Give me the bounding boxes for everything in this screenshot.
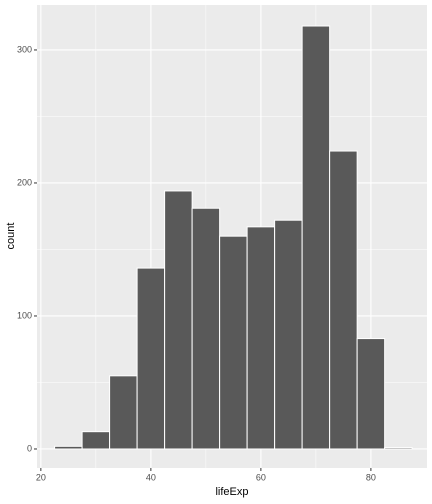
y-tick-label: 0 bbox=[27, 443, 32, 453]
bar bbox=[274, 219, 303, 450]
bars bbox=[54, 25, 413, 450]
y-tick-label: 300 bbox=[17, 44, 32, 54]
bar bbox=[219, 235, 248, 450]
x-tick-label: 20 bbox=[36, 472, 46, 482]
bar bbox=[301, 25, 331, 450]
bar bbox=[81, 431, 111, 450]
bar bbox=[54, 445, 83, 450]
y-axis-title: count bbox=[5, 223, 17, 250]
x-tick-label: 80 bbox=[366, 472, 376, 482]
x-tick-label: 40 bbox=[146, 472, 156, 482]
bar bbox=[164, 190, 193, 450]
bar bbox=[384, 447, 413, 450]
x-tick-label: 60 bbox=[256, 472, 266, 482]
y-tick-label: 100 bbox=[17, 310, 32, 320]
bar bbox=[246, 226, 276, 450]
y-tick-label: 200 bbox=[17, 177, 32, 187]
bar bbox=[329, 150, 358, 450]
bar bbox=[109, 375, 138, 450]
bar bbox=[191, 207, 221, 450]
bar bbox=[356, 338, 386, 450]
bar bbox=[136, 267, 166, 450]
x-axis-title: lifeExp bbox=[215, 486, 248, 498]
